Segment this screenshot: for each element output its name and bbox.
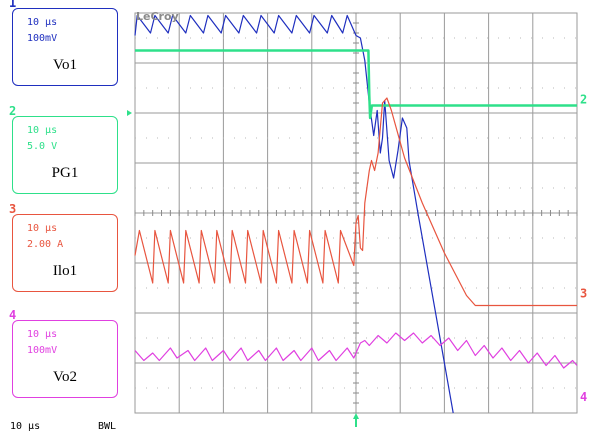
channel-2-label-box: 2 10 µs 5.0 V PG1: [9, 104, 118, 194]
channel-number: 3: [9, 202, 17, 216]
footer-bwl: BWL: [98, 421, 117, 432]
trigger-time-marker: [353, 413, 359, 419]
scope-grid: [134, 12, 578, 414]
channel-4-label-box: 4 10 µs 100mV Vo2: [9, 308, 118, 398]
channel-volts-per-div: 2.00 A: [27, 239, 64, 250]
channel-offset-marker: 2: [580, 93, 587, 107]
channel-1-label-box: 1 10 µs 100mV Vo1: [9, 0, 118, 86]
trace-pg1: [135, 49, 577, 120]
channel-markers: 2 3 4: [127, 93, 587, 427]
channel-number: 1: [9, 0, 17, 10]
channel-volts-per-div: 100mV: [27, 33, 58, 44]
trace-vo2: [134, 332, 578, 369]
channel-offset-marker: 4: [580, 390, 587, 404]
channel-name: PG1: [51, 165, 79, 181]
channel-offset-marker: 3: [580, 287, 587, 301]
footer-timebase: 10 µs: [10, 421, 41, 432]
channel-3-label-box: 3 10 µs 2.00 A Ilo1: [9, 202, 118, 292]
channel-timebase: 10 µs: [27, 329, 58, 340]
brand-label: LeCroy: [136, 10, 179, 23]
channel-name: Ilo1: [52, 263, 78, 279]
channel-timebase: 10 µs: [27, 223, 58, 234]
channel-name: Vo1: [53, 57, 77, 73]
trigger-level-marker: [127, 110, 132, 116]
channel-timebase: 10 µs: [27, 17, 58, 28]
trace-vo1: [134, 14, 454, 414]
channel-timebase: 10 µs: [27, 125, 58, 136]
scope-traces: [134, 14, 578, 414]
channel-volts-per-div: 5.0 V: [27, 141, 58, 152]
channel-number: 2: [9, 104, 17, 118]
channel-volts-per-div: 100mV: [27, 345, 58, 356]
trace-ilo1: [134, 97, 577, 307]
channel-name: Vo2: [53, 369, 77, 385]
channel-number: 4: [9, 308, 17, 322]
